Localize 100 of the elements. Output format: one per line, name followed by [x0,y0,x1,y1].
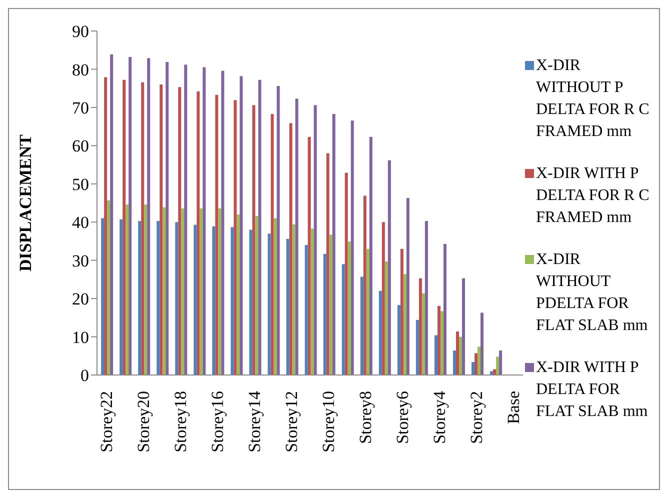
bar [490,371,494,375]
bar [230,227,234,375]
bar [270,114,274,375]
bar [388,160,391,375]
bar [141,82,144,375]
bar [196,91,200,375]
y-tick-label: 70 [72,98,89,118]
y-tick-label: 10 [72,328,89,347]
bar [147,58,150,375]
bar [255,216,258,375]
bar [274,218,277,375]
bar [462,278,465,375]
bar [308,136,311,375]
x-tick-label: Storey2 [467,391,486,444]
bar [326,153,330,375]
bar [295,98,298,375]
bar [360,276,364,375]
bar [474,353,478,375]
bar [452,350,456,375]
bar [181,208,184,375]
y-tick-label: 90 [72,22,89,42]
y-axis-title: DISPLACEMENT [16,134,36,272]
bar [138,220,142,375]
bar [234,100,237,375]
bar [286,238,290,375]
x-tick-label: Storey8 [356,391,376,444]
bar [366,248,370,375]
y-tick-label: 0 [80,366,89,386]
bar [437,306,440,375]
x-tick-label: Storey20 [134,391,153,452]
y-tick-label: 80 [72,60,89,80]
bar [122,80,126,375]
legend-label: X-DIR WITHOUT PDELTA FOR FLAT SLAB mm [536,250,649,336]
bar [456,331,459,375]
bar [101,218,104,375]
bar [120,219,123,375]
bar [144,204,148,375]
bar [400,248,404,375]
bar [480,312,484,375]
bar [440,311,444,375]
bar [348,242,351,375]
bar [416,320,419,375]
bar [160,84,163,375]
bar [175,222,178,375]
x-tick-label: Storey10 [319,391,338,452]
bar [107,200,110,375]
x-tick-label: Storey22 [96,391,116,452]
y-tick-label: 60 [72,136,89,156]
bar [342,264,345,375]
bar [162,207,166,375]
y-tick-label: 50 [72,174,89,194]
x-tick-label: Storey12 [282,391,301,452]
bar [332,114,336,375]
bar [350,120,354,375]
bar [200,208,203,375]
bar [418,278,422,375]
bar [496,356,500,375]
bar [363,196,366,375]
bar [292,224,296,375]
bar [382,222,385,375]
bar [178,87,182,375]
bar [249,230,252,375]
legend-label: X-DIR WITH P DELTA FOR FLAT SLAB mm [536,358,649,422]
bar [128,56,132,375]
bar [252,105,256,375]
x-tick-label: Storey4 [430,390,450,444]
bar [314,105,317,375]
y-tick-label: 20 [72,290,89,309]
bar [434,335,438,375]
bar [202,67,206,375]
y-tick-label: 30 [72,251,89,270]
bar [240,76,243,375]
x-tick-label: Storey14 [244,390,264,452]
bar [212,226,216,375]
bar [156,220,160,375]
bar [289,123,292,375]
bar [166,62,169,375]
bar [329,234,332,375]
bar [310,228,314,375]
bar [384,261,388,375]
bar [458,336,462,375]
bar [403,274,406,375]
bar [110,54,114,375]
bar [344,172,348,375]
bar [397,305,400,375]
legend-label: X-DIR WITH P DELTA FOR R C FRAMED mm [536,164,650,228]
bar [304,245,308,375]
bar [194,224,197,375]
bar [184,64,188,375]
bar [422,293,425,375]
bar [499,350,502,375]
bar [406,198,410,375]
x-tick-label: Storey16 [208,391,227,452]
bar [323,254,326,375]
bar [369,136,372,375]
bar [221,70,224,375]
bar [258,80,262,375]
bar [443,244,446,375]
bar [218,208,222,375]
bar [126,204,129,375]
